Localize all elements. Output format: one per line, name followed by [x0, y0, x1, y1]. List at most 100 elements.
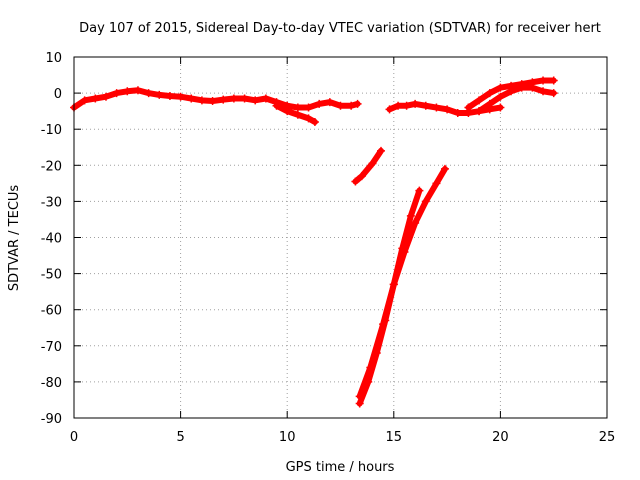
data-point	[165, 91, 174, 100]
data-point	[475, 107, 484, 116]
series-2	[351, 146, 386, 186]
data-point	[304, 103, 313, 112]
series-trace	[71, 87, 361, 111]
data-point	[402, 101, 411, 110]
data-point	[539, 87, 548, 96]
data-point	[496, 92, 505, 101]
data-point	[304, 114, 313, 123]
data-point	[517, 83, 526, 92]
data-point	[112, 89, 121, 98]
y-tick-label: -80	[41, 376, 62, 391]
data-point	[411, 99, 420, 108]
data-point	[507, 87, 516, 96]
data-point	[421, 101, 430, 110]
data-point	[528, 83, 537, 92]
series-7	[475, 83, 558, 116]
y-tick-label: 10	[45, 51, 62, 66]
data-point	[355, 392, 364, 401]
data-point	[379, 320, 388, 329]
data-point	[549, 76, 558, 85]
y-tick-label: -50	[41, 268, 62, 283]
data-point	[187, 94, 196, 103]
data-point	[432, 179, 441, 188]
data-point	[355, 399, 364, 408]
chart-title: Day 107 of 2015, Sidereal Day-to-day VTE…	[79, 21, 601, 36]
y-tick-label: 0	[54, 87, 62, 102]
data-point	[208, 97, 217, 106]
data-point	[261, 94, 270, 103]
data-point	[453, 108, 462, 117]
series-trace	[352, 147, 385, 185]
data-point	[496, 83, 505, 92]
data-point	[377, 146, 386, 155]
x-tick-label: 5	[176, 430, 184, 445]
data-point	[229, 94, 238, 103]
x-tick-label: 10	[279, 430, 296, 445]
data-point	[155, 90, 164, 99]
data-point	[91, 94, 100, 103]
x-tick-label: 15	[386, 430, 403, 445]
data-point	[385, 105, 394, 114]
data-point	[133, 86, 142, 95]
data-point	[475, 96, 484, 105]
data-point	[368, 159, 377, 168]
data-point	[310, 117, 319, 126]
data-point	[539, 76, 548, 85]
data-point	[251, 96, 260, 105]
data-point	[101, 92, 110, 101]
x-tick-label: 25	[599, 430, 616, 445]
data-point	[357, 172, 366, 181]
data-point	[440, 164, 449, 173]
data-point	[240, 94, 249, 103]
data-point	[123, 87, 132, 96]
data-point	[293, 110, 302, 119]
x-tick-label: 0	[70, 430, 78, 445]
data-point	[144, 89, 153, 98]
data-point	[336, 101, 345, 110]
data-point	[176, 92, 185, 101]
data-point	[80, 96, 89, 105]
data-point	[351, 177, 360, 186]
y-tick-label: -90	[41, 412, 62, 427]
data-point	[315, 99, 324, 108]
y-tick-label: -30	[41, 195, 62, 210]
data-point	[366, 363, 375, 372]
tick-labels: 0 5 10 15 20 25 10 0 -10 -20 -30 -40 -50 -60 -70 -80 -90	[41, 51, 616, 445]
data-point	[197, 96, 206, 105]
data-point	[353, 99, 362, 108]
data-point	[272, 101, 281, 110]
data-point	[415, 186, 424, 195]
data-point	[389, 280, 398, 289]
data-point	[394, 101, 403, 110]
series-6	[464, 76, 558, 112]
data-point	[347, 101, 356, 110]
y-tick-label: -10	[41, 123, 62, 138]
data-point	[293, 103, 302, 112]
series-4	[355, 164, 449, 401]
series-1	[272, 101, 319, 126]
data-point	[443, 105, 452, 114]
data-point	[283, 107, 292, 116]
data-point	[485, 99, 494, 108]
y-tick-label: -20	[41, 159, 62, 174]
data-points	[70, 76, 558, 408]
x-axis-label: GPS time / hours	[286, 460, 395, 475]
x-tick-label: 20	[492, 430, 509, 445]
data-point	[406, 211, 415, 220]
data-point	[411, 219, 420, 228]
data-point	[432, 103, 441, 112]
y-tick-label: -60	[41, 304, 62, 319]
data-point	[325, 98, 334, 107]
data-point	[219, 95, 228, 104]
y-tick-label: -40	[41, 232, 62, 247]
y-tick-label: -70	[41, 340, 62, 355]
data-point	[485, 89, 494, 98]
data-point	[496, 103, 505, 112]
axis-ticks	[73, 56, 608, 419]
data-point	[421, 197, 430, 206]
data-point	[549, 89, 558, 98]
y-axis-label: SDTVAR / TECUs	[7, 185, 22, 292]
data-point	[400, 247, 409, 256]
